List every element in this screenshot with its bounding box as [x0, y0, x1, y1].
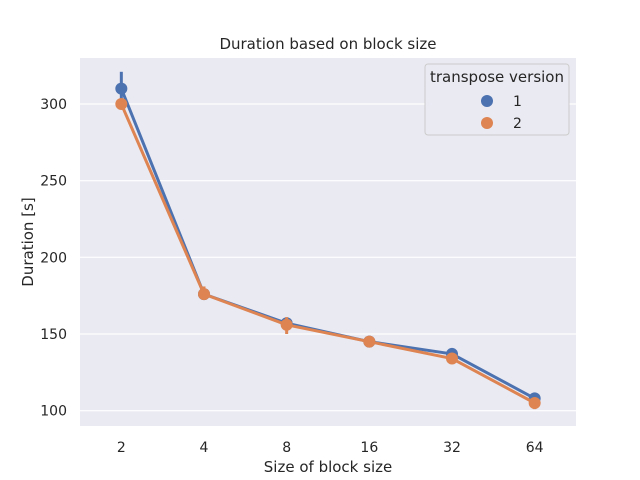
legend-title: transpose version — [430, 68, 564, 86]
legend-marker-2 — [481, 117, 493, 129]
x-tick-labels: 2 4 8 16 32 64 — [117, 440, 544, 456]
data-point — [528, 397, 541, 409]
y-tick-label: 300 — [40, 97, 67, 113]
data-point — [115, 98, 128, 110]
data-point — [280, 318, 293, 331]
y-tick-label: 150 — [40, 327, 67, 343]
y-tick-labels: 100 150 200 250 300 — [40, 97, 67, 420]
data-point — [446, 352, 458, 365]
series-line — [119, 103, 536, 405]
y-tick-label: 200 — [40, 250, 67, 266]
series-2 — [115, 98, 541, 410]
y-tick-label: 100 — [40, 404, 67, 420]
legend: transpose version 1 2 — [424, 63, 570, 136]
legend-label-2: 2 — [513, 116, 522, 132]
x-tick-label: 32 — [443, 440, 461, 456]
x-tick-label: 64 — [526, 440, 544, 456]
x-tick-label: 16 — [360, 440, 378, 456]
y-tick-label: 250 — [40, 174, 67, 190]
legend-marker-1 — [481, 95, 493, 107]
legend-label-1: 1 — [513, 94, 522, 110]
data-point — [363, 335, 376, 348]
data-point — [115, 82, 128, 95]
series-layer — [115, 71, 541, 410]
x-axis-label: Size of block size — [264, 458, 392, 476]
legend-box — [424, 63, 570, 136]
x-tick-label: 4 — [200, 440, 209, 456]
x-tick-label: 2 — [117, 440, 126, 456]
chart-title: Duration based on block size — [219, 35, 436, 53]
x-tick-label: 8 — [282, 440, 291, 456]
data-point — [198, 288, 210, 301]
y-axis-label: Duration [s] — [19, 197, 37, 286]
